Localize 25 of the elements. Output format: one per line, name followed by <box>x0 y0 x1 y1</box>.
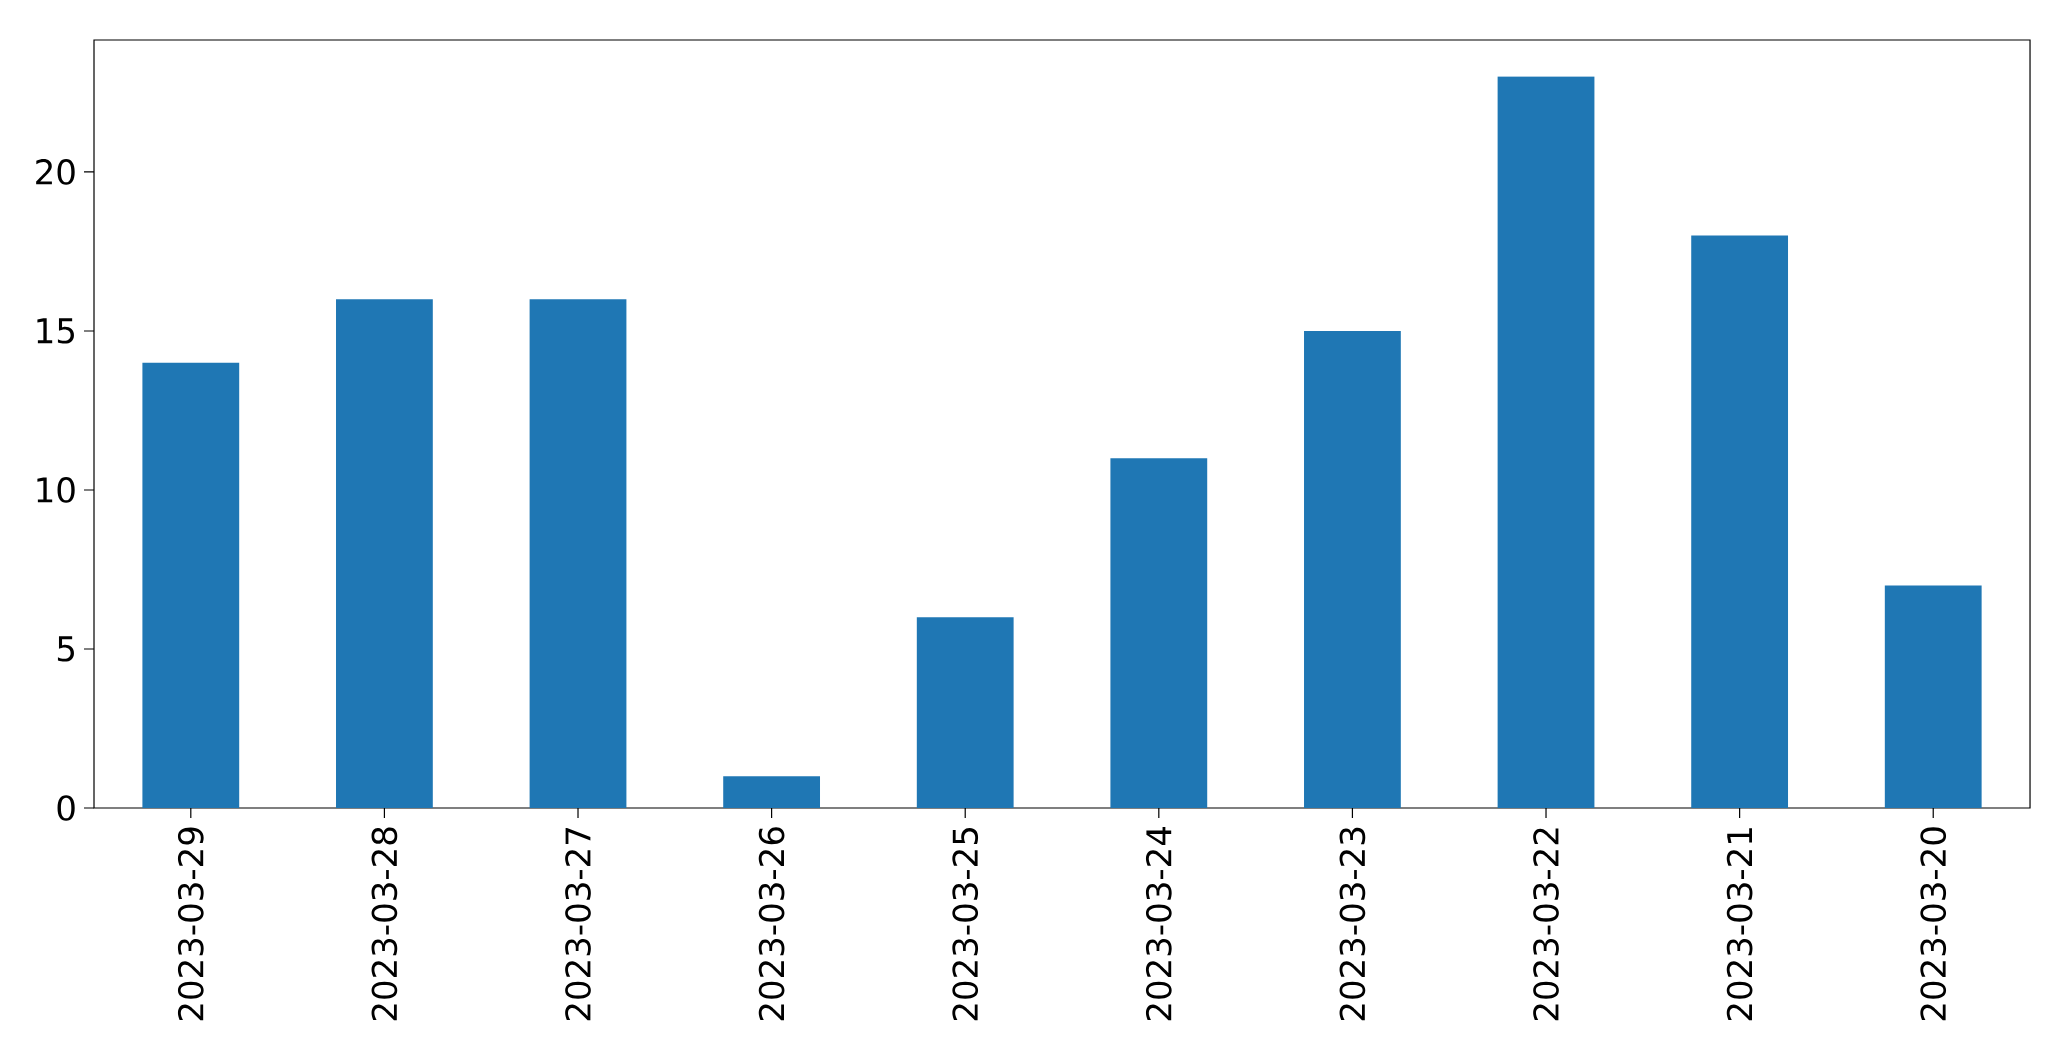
x-tick-label: 2023-03-28 <box>371 827 398 1021</box>
y-tick-label: 5 <box>57 636 74 662</box>
y-tick-label: 0 <box>57 795 75 821</box>
x-tick-label: 2023-03-20 <box>1920 827 1947 1021</box>
bar <box>1304 330 1401 808</box>
bar <box>723 776 821 808</box>
x-tick-label: 2023-03-23 <box>1339 827 1366 1021</box>
bar <box>529 299 627 808</box>
y-tick-label: 15 <box>37 318 74 344</box>
bar <box>1497 76 1595 808</box>
y-tick-label: 20 <box>36 159 75 185</box>
bar <box>916 617 1014 808</box>
bar <box>1884 585 1982 808</box>
x-tick-label: 2023-03-21 <box>1726 828 1753 1021</box>
y-tick-label: 10 <box>37 477 75 503</box>
bar <box>142 362 240 808</box>
x-tick-label: 2023-03-26 <box>758 827 785 1021</box>
x-tick-label: 2023-03-22 <box>1533 828 1559 1021</box>
bar <box>1691 235 1789 808</box>
x-tick-label: 2023-03-24 <box>1145 827 1172 1021</box>
x-tick-label: 2023-03-29 <box>177 827 204 1021</box>
x-tick-label: 2023-03-27 <box>565 828 591 1021</box>
bar <box>336 299 433 808</box>
bar <box>1110 458 1208 808</box>
x-tick-label: 2023-03-25 <box>952 828 979 1021</box>
